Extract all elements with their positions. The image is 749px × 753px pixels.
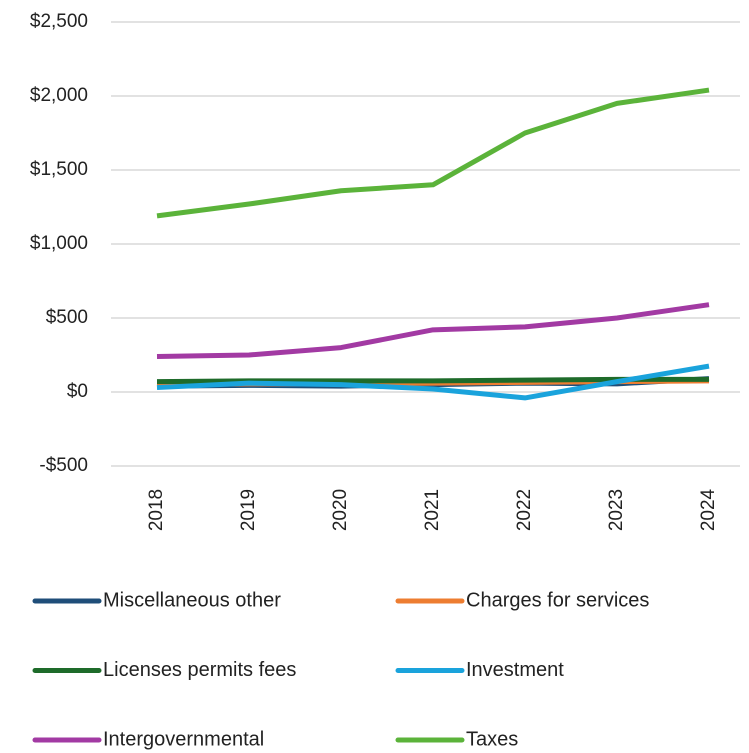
y-tick-label: $2,500 bbox=[30, 11, 88, 32]
y-tick-label: $500 bbox=[46, 307, 88, 328]
legend-label: Miscellaneous other bbox=[103, 589, 281, 611]
series-line bbox=[156, 302, 710, 359]
series-line bbox=[156, 363, 710, 401]
y-tick-label: $2,000 bbox=[30, 85, 88, 106]
x-tick-label: 2024 bbox=[698, 488, 719, 531]
x-tick-label: 2019 bbox=[238, 489, 259, 531]
legend-label: Intergovernmental bbox=[103, 728, 264, 750]
y-tick-label: $1,000 bbox=[30, 233, 88, 254]
x-tick-label: 2021 bbox=[422, 489, 443, 531]
legend-label: Investment bbox=[466, 659, 564, 681]
y-tick-label: $0 bbox=[67, 381, 88, 402]
series-line bbox=[156, 87, 710, 219]
legend-label: Charges for services bbox=[466, 589, 649, 611]
x-tick-label: 2018 bbox=[146, 489, 167, 531]
x-tick-label: 2022 bbox=[514, 489, 535, 531]
legend-label: Taxes bbox=[466, 728, 518, 750]
legend-label: Licenses permits fees bbox=[103, 659, 296, 681]
y-tick-label: $1,500 bbox=[30, 159, 88, 180]
x-tick-label: 2023 bbox=[606, 489, 627, 531]
x-tick-label: 2020 bbox=[330, 489, 351, 531]
y-tick-label: -$500 bbox=[39, 455, 88, 476]
